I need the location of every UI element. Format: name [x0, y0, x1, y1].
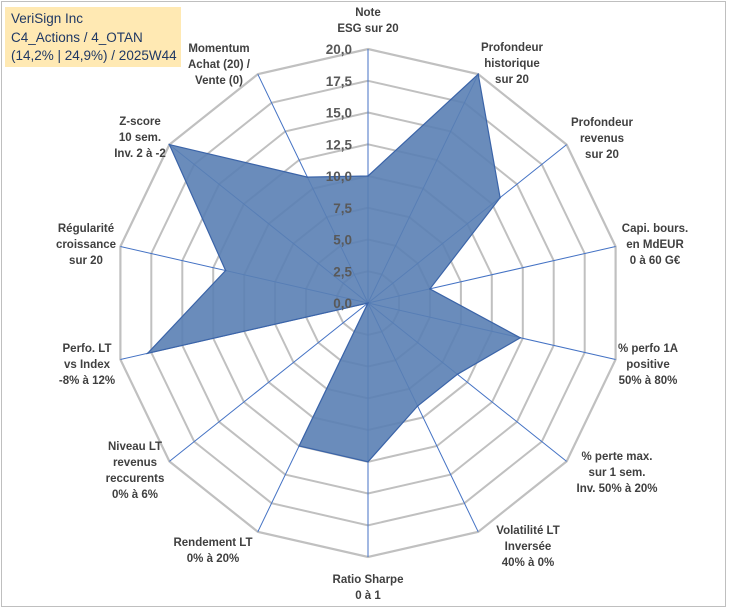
data-point-4 [519, 337, 522, 339]
radar-series [145, 73, 522, 463]
axis-label-line: ESG sur 20 [337, 23, 398, 35]
axis-label-line: sur 20 [495, 74, 529, 86]
data-point-3 [429, 288, 431, 290]
axis-label-line: Z-score [119, 116, 161, 128]
spoke-9 [169, 302, 369, 462]
axis-label-line: Vente (0) [195, 75, 243, 87]
tick-label: 17,5 [326, 74, 353, 89]
data-point-6 [416, 405, 419, 407]
portfolio-category: C4_Actions / 4_OTAN [11, 29, 143, 45]
axis-label-line: 0 à 1 [355, 590, 381, 602]
data-point-11 [224, 269, 227, 272]
tick-label: 15,0 [326, 106, 352, 121]
radar-tick-labels: 0,0 2,5 5,0 7,5 10,0 12,5 15,0 17,5 20,0 [326, 42, 353, 311]
data-point-8 [298, 445, 300, 447]
axis-label-line: sur 20 [69, 255, 103, 267]
axis-label-7: Ratio Sharpe 0 à 1 [333, 574, 404, 602]
axis-label-6: Volatilité LT Inversée 40% à 0% [496, 525, 559, 569]
data-point-9 [367, 302, 369, 304]
axis-label-line: 50% à 80% [619, 375, 678, 387]
axis-label-line: 10 sem. [119, 132, 161, 144]
axis-label-line: 0% à 20% [187, 553, 239, 565]
axis-label-12: Z-score 10 sem. Inv. 2 à -2 [114, 116, 166, 160]
axis-label-line: 0 à 60 G€ [630, 255, 681, 267]
axis-label-line: sur 20 [585, 149, 619, 161]
axis-label-0: Note ESG sur 20 [337, 7, 398, 35]
tick-label: 5,0 [333, 233, 352, 248]
axis-label-line: % perfo 1A [618, 343, 678, 355]
axis-label-line: Inv. 2 à -2 [114, 148, 166, 160]
axis-label-line: -8% à 12% [59, 375, 115, 387]
axis-label-13: Momentum Achat (20) / Vente (0) [188, 43, 251, 87]
axis-label-line: Inv. 50% à 20% [577, 483, 658, 495]
axis-label-line: Profondeur [481, 42, 543, 54]
axis-label-8: Rendement LT 0% à 20% [173, 537, 252, 565]
company-name: VeriSign Inc [11, 11, 84, 26]
axis-label-line: Momentum [188, 43, 249, 55]
axis-label-line: Profondeur [571, 117, 633, 129]
tick-label: 12,5 [326, 137, 353, 152]
axis-label-line: 0% à 6% [112, 489, 158, 501]
axis-label-11: Régularité croissance sur 20 [56, 223, 116, 267]
axis-label-line: revenus [580, 133, 624, 145]
axis-label-line: sur 1 sem. [589, 467, 646, 479]
axis-label-line: Capi. bours. [622, 223, 688, 235]
data-point-1 [477, 73, 480, 75]
axis-label-line: % perte max. [582, 451, 653, 463]
chart-title-box: VeriSign Inc C4_Actions / 4_OTAN (14,2% … [5, 7, 181, 67]
data-point-5 [456, 373, 459, 376]
axis-label-line: Note [355, 7, 381, 19]
tick-label: 20,0 [326, 42, 352, 57]
radar-axis-labels: Note ESG sur 20 Profondeur historique sur 20… [56, 7, 688, 602]
axis-label-line: croissance [56, 239, 116, 251]
data-point-13 [306, 176, 309, 178]
axis-label-line: 40% à 0% [502, 557, 554, 569]
axis-label-line: en MdEUR [626, 239, 684, 251]
axis-label-line: positive [626, 359, 669, 371]
axis-label-line: Ratio Sharpe [333, 574, 404, 586]
axis-label-5: % perte max. sur 1 sem. Inv. 50% à 20% [577, 451, 658, 495]
tick-label: 0,0 [333, 296, 352, 311]
axis-label-4: % perfo 1A positive 50% à 80% [618, 343, 678, 387]
data-point-0 [367, 175, 369, 177]
tick-label: 7,5 [333, 201, 352, 216]
axis-label-line: Achat (20) / [188, 59, 251, 71]
performance-week: (14,2% | 24,9%) / 2025W44 [11, 48, 177, 63]
axis-label-line: historique [484, 58, 540, 70]
axis-label-9: Niveau LT revenus reccurents 0% à 6% [106, 441, 165, 501]
axis-label-line: revenus [113, 457, 157, 469]
axis-label-line: Perfo. LT [63, 343, 112, 355]
axis-label-line: reccurents [106, 473, 165, 485]
axis-label-1: Profondeur historique sur 20 [481, 42, 543, 86]
axis-label-line: Inversée [505, 541, 552, 553]
tick-label: 10,0 [326, 169, 352, 184]
axis-label-line: Volatilité LT [496, 525, 559, 537]
data-point-10 [146, 352, 149, 355]
data-point-7 [367, 461, 369, 463]
tick-label: 2,5 [333, 264, 352, 279]
data-point-12 [168, 143, 171, 146]
axis-label-line: Rendement LT [173, 537, 252, 549]
axis-label-2: Profondeur revenus sur 20 [571, 117, 633, 161]
axis-label-line: Régularité [58, 223, 114, 235]
axis-label-3: Capi. bours. en MdEUR 0 à 60 G€ [622, 223, 688, 267]
data-point-2 [499, 196, 501, 199]
axis-label-line: Niveau LT [108, 441, 162, 453]
axis-label-line: vs Index [64, 359, 111, 371]
axis-label-10: Perfo. LT vs Index -8% à 12% [59, 343, 115, 387]
